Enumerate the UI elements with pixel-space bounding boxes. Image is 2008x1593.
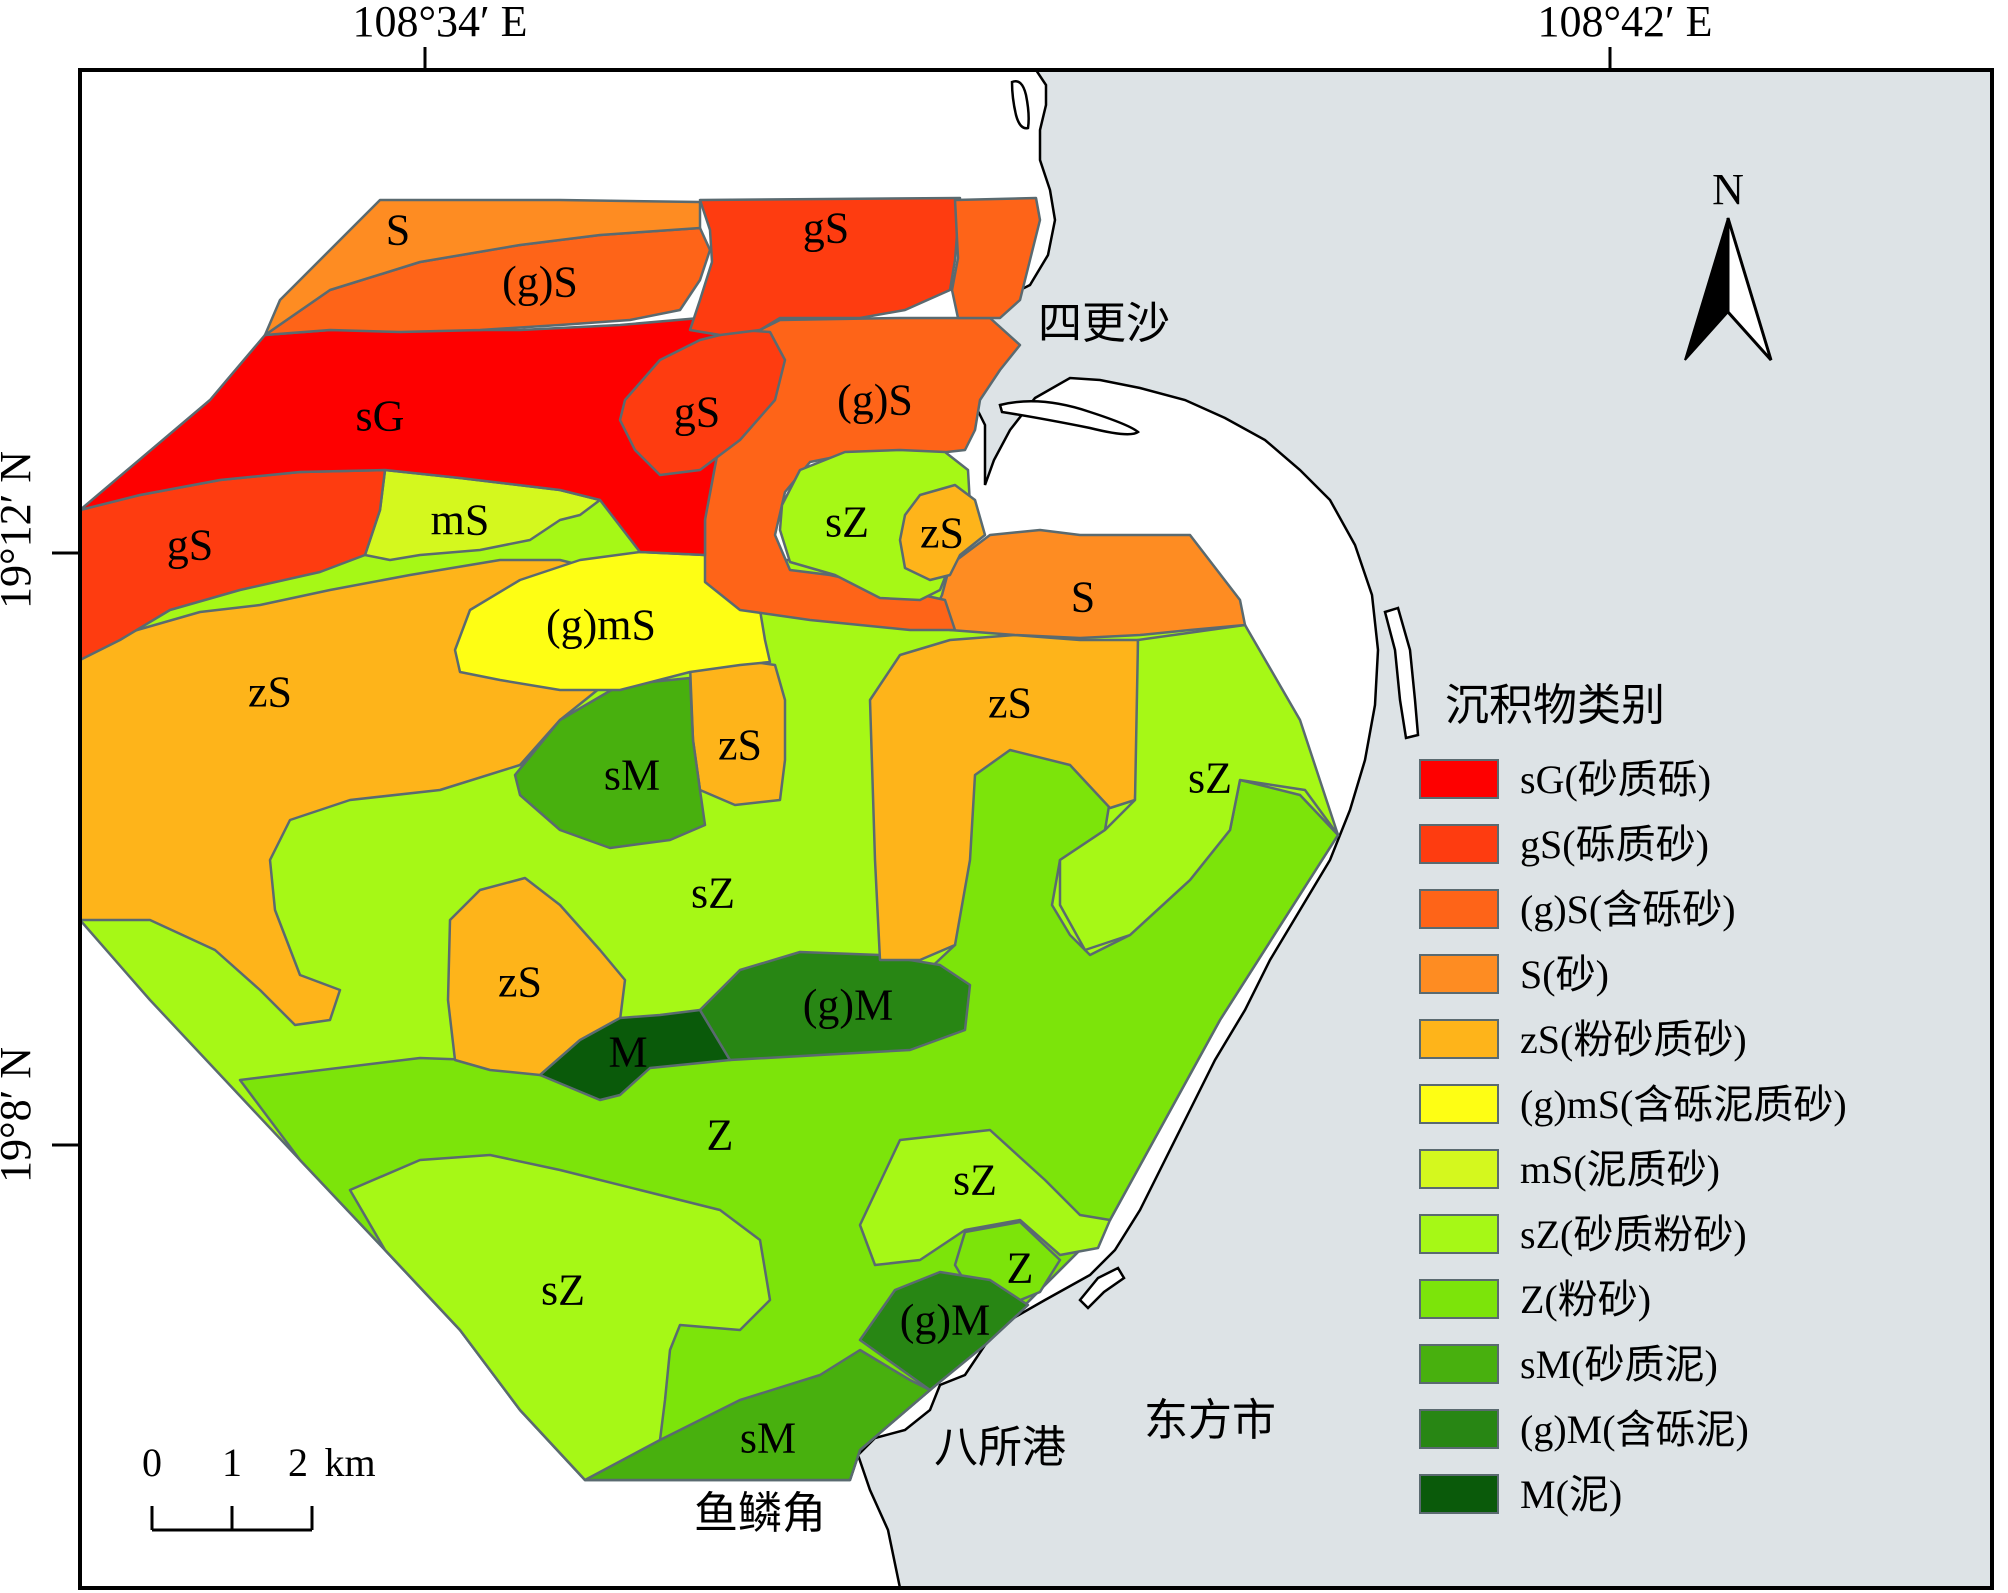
scale-tick-0: 0 xyxy=(142,1440,162,1485)
breakwater-south xyxy=(1078,1266,1126,1310)
scale-tick-2: 2 xyxy=(288,1440,308,1485)
zone-gs-top xyxy=(688,196,962,337)
river-islet xyxy=(1010,80,1030,130)
legend-label: (g)mS(含砾泥质砂) xyxy=(1520,1082,1847,1127)
label-gs-top: gS xyxy=(803,204,849,253)
label-sz-lowright: sZ xyxy=(953,1156,997,1205)
label-g-s-mid: (g)S xyxy=(837,376,913,425)
map-body: S gS (g)S sG gS (g)S gS mS sZ zS S (g)mS… xyxy=(80,70,1992,1588)
place-sigengsha: 四更沙 xyxy=(1038,298,1170,349)
label-sz-bottom: sZ xyxy=(541,1266,585,1315)
legend-label: sZ(砂质粉砂) xyxy=(1520,1212,1747,1257)
longitude-label-west: 108°34′ E xyxy=(352,0,527,46)
label-sm-mid: sM xyxy=(604,751,660,800)
zone-gm-lower xyxy=(858,1270,1030,1392)
legend-swatch xyxy=(1419,889,1499,929)
zone-gs-paren-upright xyxy=(950,196,1042,320)
legend-swatch xyxy=(1419,954,1499,994)
north-arrow-icon xyxy=(1684,217,1773,362)
legend-label: Z(粉砂) xyxy=(1520,1277,1651,1322)
zone-sm-bottom xyxy=(583,1348,932,1482)
label-g-m-mid: (g)M xyxy=(803,981,893,1030)
map-frame xyxy=(78,68,1994,1590)
north-label: N xyxy=(1712,165,1744,214)
zone-sz-bottom xyxy=(348,1153,772,1482)
longitude-label-east: 108°42′ E xyxy=(1537,0,1712,46)
label-gs-left: gS xyxy=(167,521,213,570)
place-dongfangshi: 东方市 xyxy=(1144,1395,1276,1446)
legend-swatch xyxy=(1419,824,1499,864)
label-s-right: S xyxy=(1071,573,1095,622)
label-m: M xyxy=(608,1028,647,1077)
sediment-zones xyxy=(80,196,1340,1482)
zone-sz-lowright xyxy=(858,1128,1112,1267)
zone-labels: S gS (g)S sG gS (g)S gS mS sZ zS S (g)mS… xyxy=(167,204,1232,1463)
label-s-top: S xyxy=(386,206,410,255)
coordinate-ticks xyxy=(52,47,1612,1147)
sandbar-island xyxy=(998,400,1140,436)
legend-label: S(砂) xyxy=(1520,952,1609,997)
legend-label: (g)S(含砾砂) xyxy=(1520,887,1736,932)
legend-swatch xyxy=(1419,1214,1499,1254)
legend-swatch xyxy=(1419,1474,1499,1514)
zone-zs-small xyxy=(898,483,987,582)
scale-unit: km xyxy=(324,1440,375,1485)
zone-sz-right xyxy=(1058,623,1340,952)
label-gs-mid: gS xyxy=(674,388,720,437)
place-yulinjiao: 鱼鳞角 xyxy=(694,1488,826,1539)
legend-label: mS(泥质砂) xyxy=(1520,1147,1720,1192)
zone-gs-mid xyxy=(618,328,787,477)
zone-s-top xyxy=(263,198,702,337)
legend-swatch xyxy=(1419,1279,1499,1319)
legend-label: (g)M(含砾泥) xyxy=(1520,1407,1749,1452)
place-basuogang: 八所港 xyxy=(934,1422,1066,1473)
latitude-label-south: 19°8′ N xyxy=(0,1047,40,1183)
label-zs-center: zS xyxy=(718,721,762,770)
legend-label: sG(砂质砾) xyxy=(1520,757,1711,802)
label-sm-bottom: sM xyxy=(740,1414,796,1463)
label-g-m-low: (g)M xyxy=(900,1296,990,1345)
legend-label: zS(粉砂质砂) xyxy=(1520,1017,1747,1062)
label-zs-left: zS xyxy=(248,668,292,717)
legend-label: gS(砾质砂) xyxy=(1520,822,1709,867)
label-z: Z xyxy=(707,1111,734,1160)
legend-label: sM(砂质泥) xyxy=(1520,1342,1718,1387)
latitude-label-north: 19°12′ N xyxy=(0,451,40,609)
label-zs-lower: zS xyxy=(498,958,542,1007)
label-ms: mS xyxy=(431,496,490,545)
legend-title: 沉积物类别 xyxy=(1445,680,1665,731)
legend-swatch xyxy=(1419,759,1499,799)
legend-swatch xyxy=(1419,1344,1499,1384)
legend-swatch xyxy=(1419,1409,1499,1449)
legend-swatch xyxy=(1419,1019,1499,1059)
label-sz-small: sZ xyxy=(825,498,869,547)
label-zs-right: zS xyxy=(988,679,1032,728)
legend-items: sG(砂质砾) gS(砾质砂) (g)S(含砾砂) S(砂) zS(粉砂质砂) (g)mS… xyxy=(1419,757,1847,1517)
zone-zs-right xyxy=(868,633,1140,962)
breakwater-north xyxy=(1383,606,1420,740)
label-sz-center: sZ xyxy=(691,869,735,918)
legend-swatch xyxy=(1419,1149,1499,1189)
label-sz-right: sZ xyxy=(1188,754,1232,803)
label-g-s-top: (g)S xyxy=(502,258,578,307)
legend-swatch xyxy=(1419,1084,1499,1124)
scale-bar: 0 1 2 km xyxy=(142,1440,376,1532)
label-z-small: Z xyxy=(1007,1244,1034,1293)
label-sg: sG xyxy=(356,392,405,441)
legend-label: M(泥) xyxy=(1520,1472,1622,1517)
label-zs-small: zS xyxy=(920,509,964,558)
scale-tick-1: 1 xyxy=(222,1440,242,1485)
zone-gms xyxy=(453,550,772,692)
legend: 沉积物类别 sG(砂质砾) gS(砾质砂) (g)S(含砾砂) S(砂) zS(粉砂质砂… xyxy=(1419,680,1847,1517)
label-g-ms: (g)mS xyxy=(546,601,656,650)
zone-gm-mid xyxy=(698,950,972,1062)
